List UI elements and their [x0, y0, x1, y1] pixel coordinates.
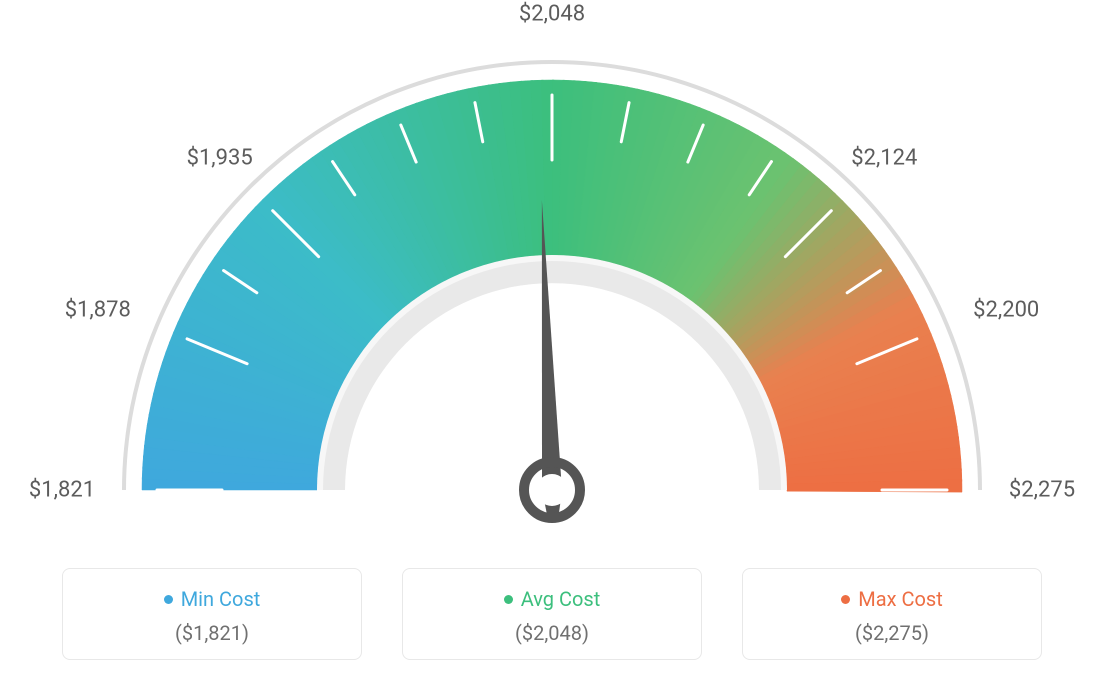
legend-value-avg: ($2,048)	[413, 621, 691, 645]
gauge-tick-label: $1,821	[29, 478, 95, 503]
legend-card-avg: Avg Cost ($2,048)	[402, 568, 702, 660]
legend-dot-min	[164, 595, 173, 604]
legend-dot-max	[841, 595, 850, 604]
gauge-svg	[0, 0, 1104, 560]
gauge-tick-label: $2,200	[973, 298, 1039, 323]
legend-label-text-min: Min Cost	[181, 587, 261, 611]
gauge-tick-label: $1,878	[65, 298, 131, 323]
legend-label-avg: Avg Cost	[413, 587, 691, 611]
chart-container: $1,821 $1,878 $1,935 $2,048 $2,124 $2,200 $2,2…	[0, 0, 1104, 690]
legend-label-min: Min Cost	[73, 587, 351, 611]
gauge-tick-label: $1,935	[187, 145, 253, 170]
legend-card-max: Max Cost ($2,275)	[742, 568, 1042, 660]
legend-label-max: Max Cost	[753, 587, 1031, 611]
legend-value-min: ($1,821)	[73, 621, 351, 645]
legend-label-text-max: Max Cost	[858, 587, 943, 611]
gauge-tick-label: $2,124	[851, 145, 917, 170]
legend-card-min: Min Cost ($1,821)	[62, 568, 362, 660]
gauge-area: $1,821 $1,878 $1,935 $2,048 $2,124 $2,200 $2,2…	[0, 0, 1104, 560]
legend-label-text-avg: Avg Cost	[521, 587, 601, 611]
legend-value-max: ($2,275)	[753, 621, 1031, 645]
gauge-tick-label: $2,275	[1009, 478, 1075, 503]
legend-row: Min Cost ($1,821) Avg Cost ($2,048) Max …	[0, 568, 1104, 660]
legend-dot-avg	[504, 595, 513, 604]
gauge-tick-label: $2,048	[519, 2, 585, 27]
